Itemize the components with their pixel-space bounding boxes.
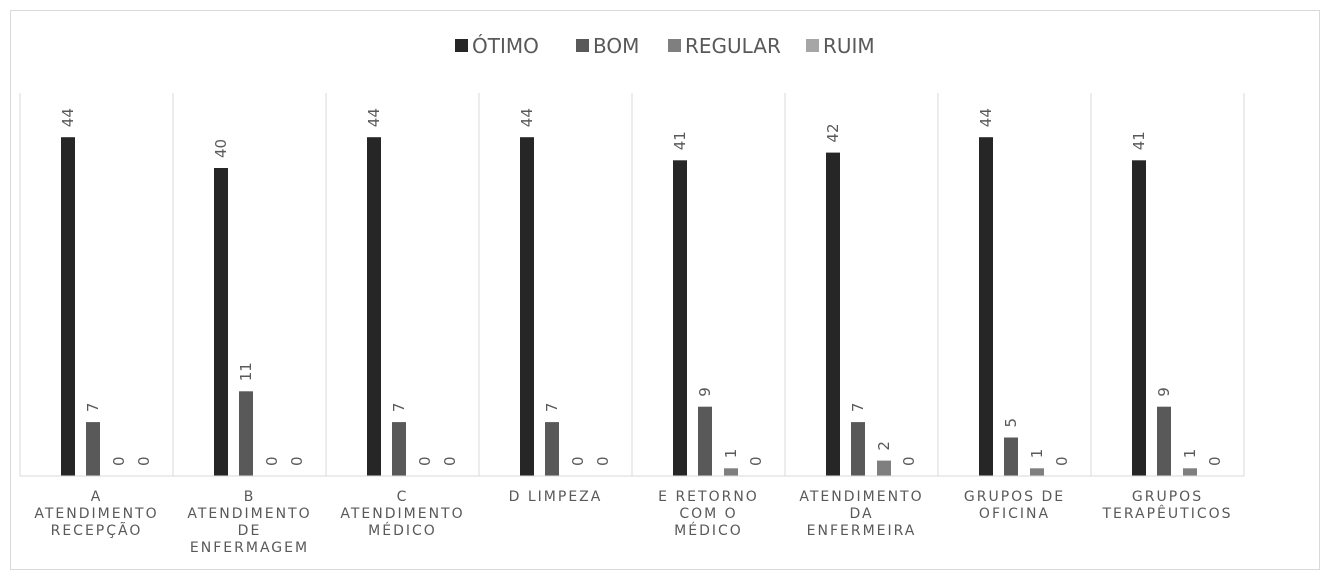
bar xyxy=(1004,437,1018,476)
category-label: A ATENDIMENTO RECEPÇÃO xyxy=(34,489,158,539)
category-label: ATENDIMENTO DA ENFERMEIRA xyxy=(799,489,923,539)
legend-item-3: RUIM xyxy=(806,34,875,58)
legend-item-2: REGULAR xyxy=(668,34,781,58)
data-label: 0 xyxy=(263,456,281,466)
data-label: 0 xyxy=(900,456,918,466)
data-label: 1 xyxy=(722,449,740,459)
legend-label: BOM xyxy=(593,34,639,58)
category-label: B ATENDIMENTO DE ENFERMAGEM xyxy=(187,489,311,556)
data-label: 0 xyxy=(569,456,587,466)
bar xyxy=(673,160,687,477)
data-label: 1 xyxy=(1181,449,1199,459)
data-label: 44 xyxy=(518,108,536,127)
bar xyxy=(1183,468,1197,476)
data-label: 7 xyxy=(543,403,561,413)
bar xyxy=(367,137,381,476)
data-label: 0 xyxy=(110,456,128,466)
data-label: 0 xyxy=(135,456,153,466)
category-label: GRUPOS DE OFICINA xyxy=(964,489,1065,522)
legend-label: REGULAR xyxy=(685,34,781,58)
data-label: 44 xyxy=(977,108,995,127)
legend-swatch xyxy=(806,39,819,52)
data-label: 0 xyxy=(416,456,434,466)
data-label: 40 xyxy=(212,139,230,158)
data-label: 0 xyxy=(441,456,459,466)
bar xyxy=(520,137,534,476)
bar xyxy=(979,137,993,476)
bar xyxy=(1157,406,1171,476)
chart-frame xyxy=(10,10,1320,570)
data-label: 7 xyxy=(390,403,408,413)
data-label: 41 xyxy=(671,131,689,150)
bar xyxy=(698,406,712,476)
category-label: E RETORNO COM O MÉDICO xyxy=(658,489,759,539)
bar xyxy=(392,422,406,476)
category-label: GRUPOS TERAPÊUTICOS xyxy=(1101,489,1232,522)
category-separators xyxy=(19,93,1245,476)
bar xyxy=(214,168,228,476)
bar xyxy=(86,422,100,476)
data-label: 0 xyxy=(747,456,765,466)
category-label: D LIMPEZA xyxy=(509,489,603,505)
data-label: 0 xyxy=(594,456,612,466)
bar xyxy=(724,468,738,476)
data-label: 44 xyxy=(365,108,383,127)
data-label: 44 xyxy=(59,108,77,127)
legend: ÓTIMO BOM REGULAR RUIM xyxy=(455,34,875,58)
bar xyxy=(61,137,75,476)
legend-swatch xyxy=(455,39,468,52)
bar xyxy=(239,391,253,476)
bar xyxy=(826,152,840,476)
data-label: 0 xyxy=(1206,456,1224,466)
category-labels: A ATENDIMENTO RECEPÇÃO B ATENDIMENTO DE ENFERM… xyxy=(34,489,1232,556)
data-label: 7 xyxy=(84,403,102,413)
data-label: 42 xyxy=(824,124,842,143)
data-label: 2 xyxy=(875,441,893,451)
data-label: 11 xyxy=(237,362,255,381)
data-label: 0 xyxy=(1053,456,1071,466)
category-label: C ATENDIMENTO MÉDICO xyxy=(340,489,464,539)
bar xyxy=(545,422,559,476)
data-label: 41 xyxy=(1130,131,1148,150)
data-label: 7 xyxy=(849,403,867,413)
data-label: 9 xyxy=(1155,387,1173,397)
data-label: 5 xyxy=(1002,418,1020,428)
data-label: 1 xyxy=(1028,449,1046,459)
legend-item-1: BOM xyxy=(576,34,639,58)
legend-item-0: ÓTIMO xyxy=(455,34,539,58)
legend-label: ÓTIMO xyxy=(472,34,539,58)
bar xyxy=(851,422,865,476)
legend-swatch xyxy=(668,39,681,52)
bar xyxy=(1030,468,1044,476)
bar xyxy=(877,460,891,476)
bar xyxy=(1132,160,1146,477)
legend-label: RUIM xyxy=(823,34,875,58)
data-label: 0 xyxy=(288,456,306,466)
bars xyxy=(61,137,1197,477)
data-label: 9 xyxy=(696,387,714,397)
legend-swatch xyxy=(576,39,589,52)
